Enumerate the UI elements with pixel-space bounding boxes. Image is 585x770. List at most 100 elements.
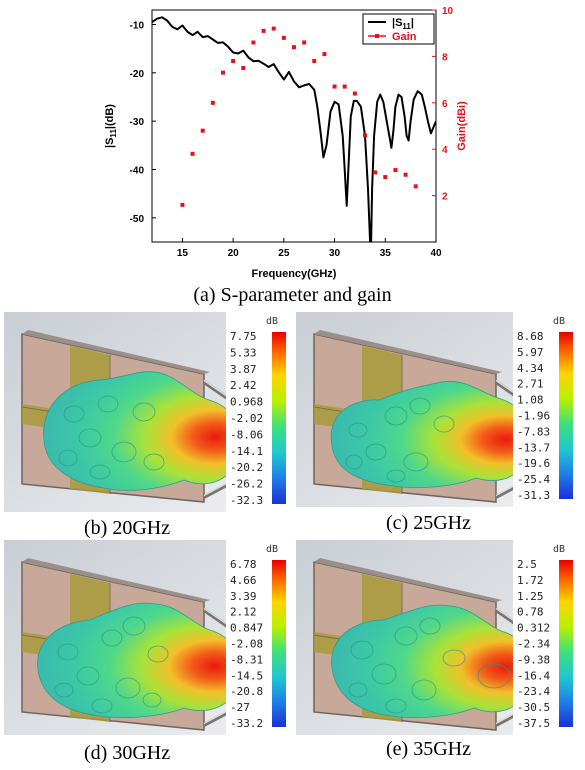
scale-tick-label: -30.5	[517, 701, 550, 714]
scale-tick-label: 7.75	[230, 330, 257, 343]
y-right-tick-label: 4	[442, 145, 448, 156]
gain-point	[302, 40, 307, 45]
gain-point	[271, 26, 276, 31]
scale-tick-label: 3.39	[230, 590, 257, 603]
lobe-ripple	[97, 395, 119, 413]
lobe-ripple	[386, 469, 406, 483]
lobe-ripple	[54, 682, 74, 698]
lobe-ripple	[58, 449, 78, 467]
legend-marker-gain	[375, 34, 379, 38]
legend-label-gain: Gain	[392, 31, 417, 43]
scale-tick-label: 0.78	[517, 606, 544, 619]
scale-tick-label: 2.12	[230, 606, 257, 619]
scale-tick-label: -33.2	[230, 717, 263, 730]
gain-point	[393, 168, 398, 173]
lobe-ripple	[345, 454, 363, 470]
scale-tick-label: 4.34	[517, 362, 544, 375]
scale-tick-label: 5.33	[230, 346, 257, 359]
y-left-tick-label: -10	[130, 21, 145, 32]
scale-tick-label: -14.1	[230, 445, 263, 458]
lobe-ripple	[115, 677, 141, 699]
lobe-ripple	[384, 406, 408, 426]
lobe-ripple	[89, 464, 111, 480]
x-tick-label: 20	[228, 248, 240, 259]
lobe-ripple	[57, 643, 79, 661]
scale-tick-label: -2.08	[230, 638, 263, 651]
gain-point	[180, 202, 185, 207]
scale-tick-label: 5.97	[517, 346, 544, 359]
gain-point	[292, 45, 296, 50]
lobe-ripple	[419, 617, 441, 635]
gain-point	[261, 28, 266, 33]
y-right-tick-label: 8	[442, 52, 448, 63]
lobe-ripple	[350, 640, 374, 660]
antenna-board-edge	[314, 330, 502, 374]
gain-point	[210, 100, 215, 105]
lobe-ripple	[63, 405, 85, 423]
radiation-pattern-svg: dB 6.78 4.66 3.39 2.12 0.847 -2.08 -8.31 -14.5 -2…	[4, 540, 294, 735]
scale-tick-label: -9.38	[517, 653, 550, 666]
x-tick-label: 35	[380, 248, 392, 259]
scale-tick-label: -7.83	[517, 425, 550, 438]
lobe-ripple	[385, 698, 407, 714]
pattern-panel-20ghz: dB 7.75 5.33 3.87 2.42 0.968 -2.02 -8.06 -14.1 -2…	[4, 312, 294, 512]
scale-unit-label: dB	[266, 316, 278, 327]
gain-point	[332, 84, 337, 89]
scale-tick-label: 1.25	[517, 590, 544, 603]
gain-point	[342, 84, 347, 89]
antenna-board-edge	[314, 558, 502, 602]
caption-e: (e) 35GHz	[386, 738, 471, 760]
gain-point	[200, 128, 205, 133]
scale-tick-label: 4.66	[230, 574, 257, 587]
lobe-ripple	[371, 663, 397, 685]
lobe-ripple	[122, 616, 146, 636]
gain-point	[403, 172, 408, 177]
x-tick-label: 30	[329, 248, 341, 259]
pattern-panel-30ghz: dB 6.78 4.66 3.39 2.12 0.847 -2.08 -8.31 -14.5 -2…	[4, 540, 294, 735]
scale-tick-label: -8.31	[230, 653, 263, 666]
gain-point	[221, 70, 225, 75]
y-right-tick-label: 6	[442, 99, 448, 110]
scale-tick-label: 3.87	[230, 363, 257, 376]
pattern-panel-35ghz: dB 2.5 1.72 1.25 0.78 0.312 -2.34 -9.38 -16.4 -23…	[296, 540, 581, 735]
scale-tick-label: -1.96	[517, 410, 550, 423]
gain-point	[322, 52, 327, 57]
scale-tick-label: 0.847	[230, 622, 263, 635]
x-tick-label: 15	[177, 248, 189, 259]
caption-b: (b) 20GHz	[84, 517, 171, 539]
x-tick-label: 25	[278, 248, 290, 259]
scale-tick-label: -20.2	[230, 461, 263, 474]
gain-point	[352, 91, 357, 96]
lobe-ripple	[147, 645, 169, 663]
scale-tick-label: -23.4	[517, 685, 550, 698]
scale-tick-label: 6.78	[230, 558, 257, 571]
lobe-ripple	[403, 452, 429, 472]
scale-unit-label: dB	[553, 316, 565, 327]
lobe-ripple	[76, 666, 100, 686]
antenna-board-edge	[22, 330, 210, 374]
gain-point	[231, 59, 236, 64]
scale-tick-label: -19.6	[517, 457, 550, 470]
plot-frame	[151, 9, 437, 243]
scale-tick-label: 2.71	[517, 378, 544, 391]
scale-tick-label: 2.5	[517, 558, 537, 571]
s11-line	[152, 16, 436, 242]
radiation-pattern-svg: dB 8.68 5.97 4.34 2.71 1.08 -1.96 -7.83 -13.7 -19…	[296, 312, 581, 507]
y-left-tick-label: -30	[130, 117, 145, 128]
lobe-ripple	[101, 629, 123, 647]
gain-point	[383, 175, 388, 180]
scale-tick-label: -2.02	[230, 412, 263, 425]
scale-tick-label: -20.8	[230, 685, 263, 698]
lobe-ripple	[433, 415, 455, 433]
s11-gain-chart: 15 20 25 30 35 40 -10 -20 -30 -40 -50 2 4 6 8 10 |S11| …	[104, 6, 468, 280]
gain-point	[373, 170, 378, 175]
lobe-ripple	[111, 441, 137, 463]
color-bar	[559, 332, 573, 499]
caption-c: (c) 25GHz	[386, 512, 471, 534]
pattern-panel-25ghz: dB 8.68 5.97 4.34 2.71 1.08 -1.96 -7.83 -13.7 -19…	[296, 312, 581, 507]
scale-tick-label: -31.3	[517, 489, 550, 502]
caption-a: (a) S-parameter and gain	[193, 284, 392, 306]
lobe-ripple	[142, 692, 162, 708]
lobe-ripple	[348, 422, 368, 438]
lobe-ripple	[143, 453, 165, 471]
